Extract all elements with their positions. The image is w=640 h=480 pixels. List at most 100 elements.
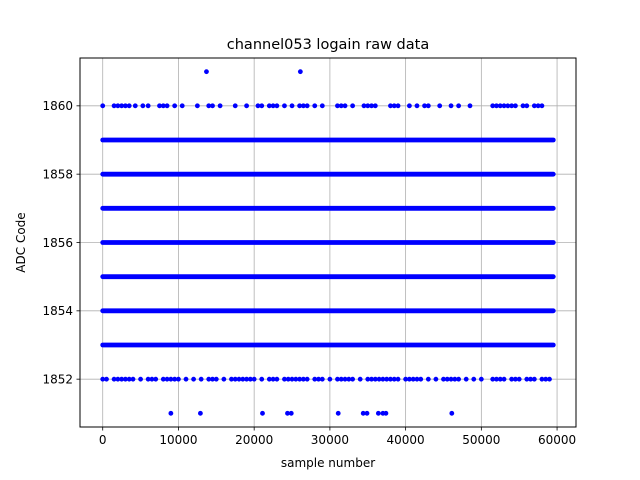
data-point [433,376,439,382]
data-point [365,376,371,382]
data-point [509,103,515,109]
data-point [168,376,174,382]
data-point [172,376,178,382]
data-point [247,376,253,382]
data-point [497,376,503,382]
data-point [270,376,276,382]
data-point [285,410,290,416]
data-point [232,103,238,109]
data-point [236,376,242,382]
data-point [168,410,174,416]
data-point [531,376,537,382]
y-tick-label: 1856 [42,236,73,250]
data-point [501,103,507,109]
data-point [123,376,128,382]
axis-ticks: 0 10000 20000 30000 40000 50000 60000 1852 1854 1… [42,99,576,447]
data-point [153,376,159,382]
data-point [338,376,344,382]
data-point [194,103,200,109]
data-point [104,376,109,382]
data-point [204,69,209,75]
data-point [388,376,393,382]
data-point [516,376,522,382]
data-point [357,376,363,382]
data-point [369,103,374,109]
data-point [232,376,238,382]
data-point [448,376,454,382]
data-point [206,103,212,109]
data-point [501,376,507,382]
data-point [149,376,155,382]
x-tick-label: 0 [99,433,107,447]
data-point [422,103,427,109]
data-point [531,103,537,109]
data-point [384,376,390,382]
data-point [391,103,397,109]
data-point [111,103,117,109]
data-point [375,410,381,416]
data-point [289,376,295,382]
data-point [539,103,545,109]
data-point [312,103,318,109]
x-tick-label: 30000 [311,433,349,447]
data-point [444,376,450,382]
data-point [365,103,371,109]
data-point [100,376,106,382]
data-point [452,376,458,382]
data-point [160,103,166,109]
data-point [119,376,125,382]
data-point [312,376,318,382]
x-tick-label: 40000 [387,433,425,447]
data-point [217,103,223,109]
data-point [270,103,276,109]
data-point [179,103,185,109]
data-point [350,376,356,382]
data-point [513,376,518,382]
data-point [369,376,374,382]
data-point [274,103,280,109]
data-point [183,376,189,382]
data-point [441,376,446,382]
data-point [288,410,294,416]
y-tick-label: 1860 [42,99,73,113]
data-point [342,103,348,109]
data-point [123,103,128,109]
data-point [388,103,393,109]
data-point [198,376,204,382]
data-point [335,103,340,109]
data-point [172,103,178,109]
data-point [282,376,287,382]
data-point [456,103,462,109]
data-point [350,103,356,109]
data-point [376,376,382,382]
y-axis-label: ADC Code [14,212,28,272]
data-point [244,103,249,109]
data-point [414,103,420,109]
data-point [126,376,132,382]
data-point [539,376,545,382]
data-point [528,376,533,382]
data-point [132,103,138,109]
data-point [490,376,496,382]
data-point [335,410,341,416]
data-point [425,103,431,109]
data-point [157,103,162,109]
x-tick-label: 20000 [235,433,273,447]
data-point [448,103,454,109]
data-point [111,376,117,382]
y-tick-label: 1852 [42,372,73,386]
data-point [229,376,234,382]
chart-title: channel053 logain raw data [227,37,429,53]
data-point [221,376,227,382]
data-point [115,376,121,382]
x-tick-label: 50000 [462,433,500,447]
data-point [289,103,295,109]
data-point [524,376,530,382]
data-point [300,376,306,382]
data-point [380,376,386,382]
data-point [509,376,515,382]
series-level-1861 [204,69,303,75]
data-point [364,410,370,416]
data-point [543,376,549,382]
